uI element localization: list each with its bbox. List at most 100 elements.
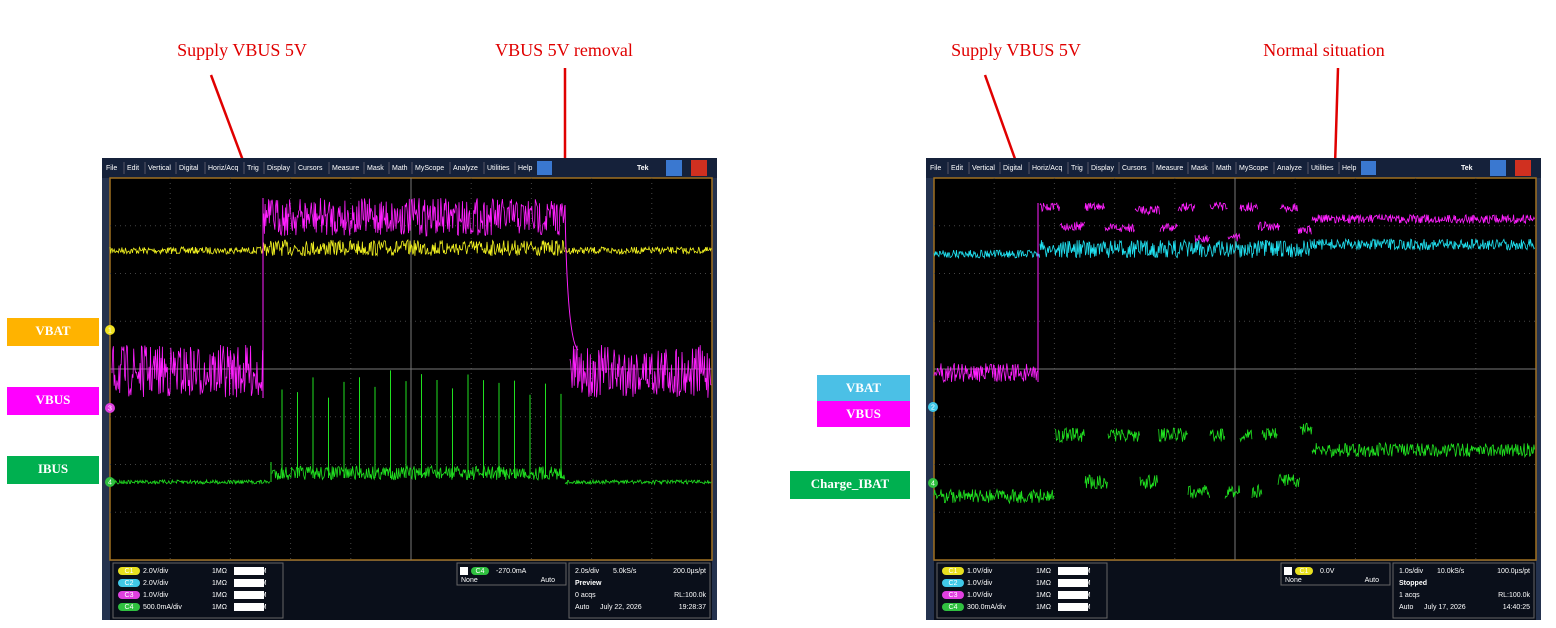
- label-box: [7, 387, 99, 415]
- menu-item[interactable]: Utilities: [487, 165, 510, 172]
- waveform: [1209, 201, 1228, 211]
- label: C3: [949, 592, 958, 599]
- dropdown[interactable]: [1361, 161, 1376, 175]
- waveform: [109, 478, 270, 486]
- label: C4: [476, 568, 485, 575]
- waveform: [1054, 427, 1085, 444]
- menu-item[interactable]: Horiz/Acq: [1032, 165, 1062, 172]
- timing-box: [568, 562, 711, 619]
- menu-item[interactable]: Horiz/Acq: [208, 165, 238, 172]
- menu-item[interactable]: Cursors: [298, 165, 323, 172]
- minimize-button[interactable]: [666, 160, 682, 176]
- label: 2.0V/div: [143, 568, 169, 575]
- label: BW:120M: [1060, 604, 1091, 611]
- channel-badge: [1295, 567, 1313, 575]
- close-button[interactable]: [1515, 160, 1531, 176]
- menu-item[interactable]: Analyze: [453, 165, 478, 172]
- waveform: [1261, 427, 1278, 441]
- menu-item[interactable]: Utilities: [1311, 165, 1334, 172]
- label: Preview: [575, 580, 602, 587]
- waveform: [1209, 428, 1226, 442]
- dropdown[interactable]: [537, 161, 552, 175]
- menu-item[interactable]: File: [106, 165, 117, 172]
- channel-label: VBAT: [846, 380, 881, 395]
- close-button[interactable]: [691, 160, 707, 176]
- menu-item[interactable]: Math: [1216, 165, 1232, 172]
- bw-box: [1058, 579, 1088, 587]
- menu-item[interactable]: Math: [392, 165, 408, 172]
- menu-item[interactable]: File: [930, 165, 941, 172]
- waveform: [1257, 220, 1281, 232]
- channel-badge: [118, 603, 140, 611]
- menu-item[interactable]: Digital: [179, 165, 199, 172]
- waveform: [1311, 213, 1535, 225]
- menu-item[interactable]: Mask: [1191, 165, 1208, 172]
- menu-item[interactable]: Help: [518, 165, 533, 172]
- menu-item[interactable]: Measure: [1156, 165, 1183, 172]
- menu-item[interactable]: Trig: [247, 165, 259, 172]
- label: 10.0kS/s: [1437, 568, 1465, 575]
- menu-item[interactable]: Display: [1091, 165, 1114, 172]
- waveform: [933, 488, 1055, 505]
- waveform: [1187, 484, 1211, 499]
- label: A: [462, 568, 467, 575]
- label: 5.0kS/s: [613, 568, 637, 575]
- label: 1.0V/div: [143, 592, 169, 599]
- minimize-button[interactable]: [1490, 160, 1506, 176]
- brand: Tek: [1461, 165, 1473, 172]
- status-panel: [934, 561, 1536, 620]
- menu-item[interactable]: Trig: [1071, 165, 1083, 172]
- channel-badge: [471, 567, 489, 575]
- channel-marker: [928, 478, 938, 488]
- waveform: [1297, 224, 1312, 235]
- annotation: Supply VBUS 5V: [951, 40, 1081, 60]
- label: 200.0µs/pt: [673, 568, 706, 575]
- marker-label: 2: [931, 404, 935, 411]
- waveform: [1039, 202, 1060, 213]
- label: 0.0V: [1320, 568, 1335, 575]
- menu-item[interactable]: MyScope: [415, 165, 444, 172]
- bw-box: [234, 591, 264, 599]
- label: 1 acqs: [1399, 592, 1420, 599]
- menu-item[interactable]: Help: [1342, 165, 1357, 172]
- timing-box: [1392, 562, 1535, 619]
- menu-item[interactable]: Display: [267, 165, 290, 172]
- channel-marker: [105, 477, 115, 487]
- channel-marker: [105, 403, 115, 413]
- bw-box: [1058, 591, 1088, 599]
- channel-badge: [118, 579, 140, 587]
- label-box: [7, 318, 99, 346]
- menu-item[interactable]: Edit: [127, 165, 139, 172]
- label: 1MΩ: [212, 568, 227, 575]
- menu-item[interactable]: Measure: [332, 165, 359, 172]
- label: 14:40:25: [1503, 604, 1530, 611]
- waveform: [1227, 232, 1241, 242]
- menu-item[interactable]: Digital: [1003, 165, 1023, 172]
- menu-item[interactable]: Analyze: [1277, 165, 1302, 172]
- label: C2: [949, 580, 958, 587]
- channel-badge: [118, 591, 140, 599]
- label: BW:500M: [1060, 592, 1091, 599]
- menu-item[interactable]: Vertical: [972, 165, 995, 172]
- label: 2.0V/div: [143, 580, 169, 587]
- menu-item[interactable]: Vertical: [148, 165, 171, 172]
- label: BW:500M: [236, 580, 267, 587]
- brand: Tek: [637, 165, 649, 172]
- menu-bar: [926, 158, 1541, 178]
- menu-item[interactable]: Edit: [951, 165, 963, 172]
- label: 1.0V/div: [967, 592, 993, 599]
- waveform: [1059, 221, 1085, 232]
- waveform: [111, 344, 263, 398]
- channel-badge: [942, 591, 964, 599]
- waveform: [564, 245, 712, 256]
- label: RL:100.0k: [1498, 592, 1530, 599]
- label: C2: [125, 580, 134, 587]
- menu-item[interactable]: MyScope: [1239, 165, 1268, 172]
- menu-item[interactable]: Mask: [367, 165, 384, 172]
- waveform: [109, 245, 263, 256]
- marker-label: 1: [108, 327, 112, 334]
- label-box: [817, 375, 910, 401]
- label: 500.0mA/div: [143, 604, 182, 611]
- waveform: [262, 238, 566, 257]
- menu-item[interactable]: Cursors: [1122, 165, 1147, 172]
